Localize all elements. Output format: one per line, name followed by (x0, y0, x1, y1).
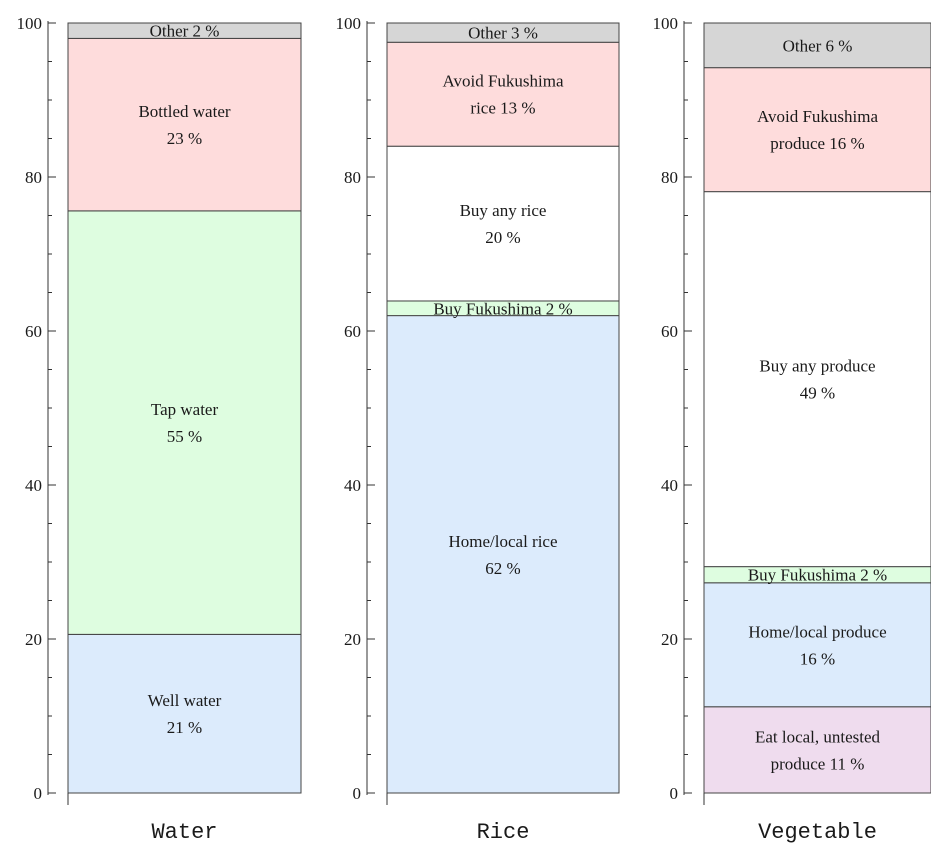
rice-segment-label: rice 13 % (470, 99, 535, 118)
water-segment-label: 21 % (167, 718, 202, 737)
water-tick-label-60: 60 (25, 322, 42, 341)
vegetable-tick-label-80: 80 (661, 168, 678, 187)
vegetable-segment-label: produce 11 % (771, 754, 865, 773)
rice-segment-label: Buy Fukushima 2 % (433, 299, 572, 318)
water-segment-label: 55 % (167, 427, 202, 446)
vegetable-tick-label-40: 40 (661, 476, 678, 495)
vegetable-category-label: Vegetable (758, 820, 877, 845)
rice-segment-label: Buy any rice (460, 201, 547, 220)
vegetable-tick-label-20: 20 (661, 630, 678, 649)
vegetable-segment-other-6 (703, 22, 931, 69)
water-segment-other-2 (67, 22, 302, 39)
water-category-label: Water (151, 820, 217, 845)
water-segment-label: Other 2 % (150, 22, 220, 41)
water-tick-label-0: 0 (34, 784, 43, 803)
water-segment-tap-water (67, 210, 302, 635)
water-segment-label: Bottled water (138, 102, 230, 121)
vegetable-segment-label: Buy any produce (759, 357, 875, 376)
rice-tick-label-60: 60 (344, 322, 361, 341)
rice-tick-label-20: 20 (344, 630, 361, 649)
vegetable-segment-label: 16 % (800, 649, 835, 668)
water-segment-bottled-water (67, 37, 302, 212)
water-segment-label: Tap water (151, 400, 219, 419)
rice-tick-label-80: 80 (344, 168, 361, 187)
rice-segment-label: Other 3 % (468, 24, 538, 43)
vegetable-tick-label-100: 100 (653, 14, 679, 33)
vegetable-segment-label: 49 % (800, 384, 835, 403)
water-tick-label-20: 20 (25, 630, 42, 649)
rice-category-label: Rice (477, 820, 530, 845)
vegetable-segment-home-local-produce (703, 582, 931, 708)
vegetable-tick-label-60: 60 (661, 322, 678, 341)
vegetable-segment-label: Other 6 % (783, 36, 853, 55)
rice-tick-label-40: 40 (344, 476, 361, 495)
rice-tick-label-0: 0 (353, 784, 362, 803)
vegetable-segment-eat-local-untested (703, 706, 931, 794)
vegetable-segment-avoid-fukushima (703, 67, 931, 193)
vegetable-tick-label-0: 0 (670, 784, 679, 803)
water-tick-label-40: 40 (25, 476, 42, 495)
water-segment-label: Well water (148, 691, 222, 710)
rice-segment-home-local-rice (386, 315, 620, 794)
water-tick-label-100: 100 (17, 14, 43, 33)
rice-segment-label: 20 % (485, 228, 520, 247)
vegetable-segment-buy-any-produce (703, 191, 931, 568)
vegetable-segment-label: Buy Fukushima 2 % (748, 566, 887, 585)
rice-segment-other-3 (386, 22, 620, 43)
vegetable-segment-label: Avoid Fukushima (757, 107, 879, 126)
water-segment-well-water (67, 633, 302, 794)
water-tick-label-80: 80 (25, 168, 42, 187)
rice-segment-label: Avoid Fukushima (442, 72, 564, 91)
rice-segment-label: 62 % (485, 559, 520, 578)
rice-segment-label: Home/local rice (448, 532, 557, 551)
vegetable-segment-label: produce 16 % (770, 134, 864, 153)
rice-tick-label-100: 100 (336, 14, 362, 33)
rice-segment-avoid-fukushima (386, 41, 620, 147)
vegetable-segment-label: Eat local, untested (755, 727, 881, 746)
rice-segment-buy-any-rice (386, 145, 620, 302)
water-segment-label: 23 % (167, 129, 202, 148)
vegetable-segment-label: Home/local produce (748, 622, 886, 641)
